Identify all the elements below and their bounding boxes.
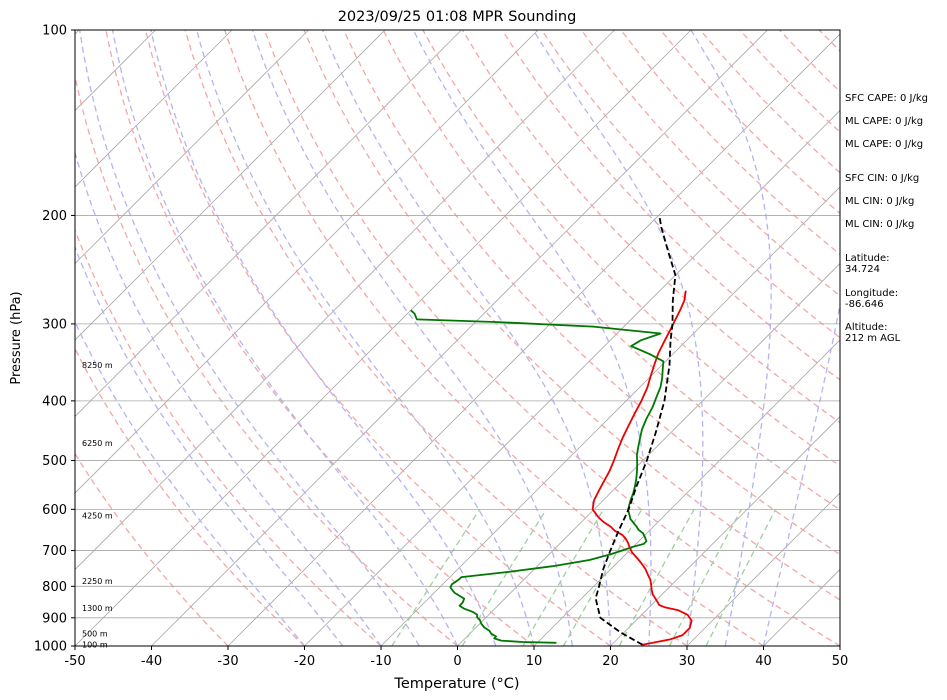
y-tick-label: 800 bbox=[42, 580, 67, 595]
isotherm-line bbox=[533, 339, 840, 646]
dry-adiabat-line bbox=[382, 30, 840, 511]
height-label: 8250 m bbox=[82, 361, 113, 370]
sfc-cape-label: SFC CAPE: 0 J/kg bbox=[845, 93, 928, 104]
dry-adiabat-line bbox=[422, 30, 840, 467]
dry-adiabat-line bbox=[75, 347, 305, 646]
y-tick-label: 400 bbox=[42, 394, 67, 409]
isotherm-line bbox=[380, 186, 840, 646]
mixing-ratio-line bbox=[705, 508, 777, 646]
isotherm-line bbox=[457, 262, 840, 646]
y-tick-label: 200 bbox=[42, 209, 67, 224]
dry-adiabat-line bbox=[303, 30, 840, 601]
y-tick-label: 300 bbox=[42, 317, 67, 332]
x-tick-label: -30 bbox=[217, 654, 238, 669]
x-tick-label: -20 bbox=[294, 654, 315, 669]
height-label: 500 m bbox=[82, 630, 108, 639]
y-tick-label: 1000 bbox=[34, 640, 67, 655]
latitude-label: Latitude: 34.724 bbox=[845, 253, 890, 275]
x-axis-label: Temperature (°C) bbox=[393, 676, 519, 692]
isotherm-line bbox=[75, 30, 462, 418]
ml-cin-label: ML CIN: 0 J/kg bbox=[845, 196, 915, 207]
dry-adiabat-line bbox=[75, 74, 458, 646]
y-tick-label: 100 bbox=[42, 24, 67, 39]
isotherm-line bbox=[75, 30, 692, 646]
x-tick-label: 0 bbox=[453, 654, 461, 669]
longitude-label: Longitude: -86.646 bbox=[845, 288, 899, 310]
dry-adiabat-line bbox=[343, 30, 840, 556]
moist-adiabat-line bbox=[111, 30, 459, 646]
y-tick-label: 900 bbox=[42, 611, 67, 626]
height-label: 2250 m bbox=[82, 577, 113, 586]
isotherm-line bbox=[151, 30, 768, 646]
chart-title: 2023/09/25 01:08 MPR Sounding bbox=[338, 9, 577, 25]
ml-cin-label-2: ML CIN: 0 J/kg bbox=[845, 219, 915, 230]
y-tick-label: 600 bbox=[42, 503, 67, 518]
moist-adiabat-line bbox=[412, 30, 652, 646]
dry-adiabat-line bbox=[580, 30, 840, 297]
x-tick-label: 50 bbox=[832, 654, 849, 669]
moist-adiabat-line bbox=[251, 30, 573, 646]
dewpoint-profile-line bbox=[410, 309, 665, 644]
moist-adiabat-line bbox=[75, 245, 344, 646]
x-tick-label: 10 bbox=[526, 654, 543, 669]
x-tick-label: -50 bbox=[64, 654, 85, 669]
moist-adiabat-line bbox=[195, 30, 535, 646]
dry-adiabat-line bbox=[105, 30, 535, 646]
dry-adiabat-line bbox=[184, 30, 688, 646]
dry-adiabat-line bbox=[263, 30, 840, 646]
isotherm-line bbox=[610, 415, 840, 646]
isotherm-line bbox=[227, 33, 840, 646]
mixing-ratio-line bbox=[618, 508, 695, 646]
x-tick-label: -10 bbox=[370, 654, 391, 669]
moist-adiabat-line bbox=[690, 30, 772, 646]
isotherm-line bbox=[686, 492, 840, 646]
mixing-ratio-line bbox=[461, 508, 547, 646]
isotherm-line bbox=[75, 30, 309, 265]
ml-cape-label-2: ML CAPE: 0 J/kg bbox=[845, 139, 924, 150]
y-tick-label: 500 bbox=[42, 454, 67, 469]
isotherm-line bbox=[75, 30, 539, 494]
mixing-ratio-line bbox=[668, 508, 742, 646]
x-tick-label: 30 bbox=[679, 654, 696, 669]
height-label: 100 m bbox=[82, 641, 108, 650]
moist-adiabat-line bbox=[532, 30, 704, 646]
moist-adiabat-line bbox=[150, 30, 497, 646]
moist-adiabat-line bbox=[75, 150, 382, 646]
height-label: 1300 m bbox=[82, 604, 113, 613]
sfc-cin-label: SFC CIN: 0 J/kg bbox=[845, 173, 920, 184]
x-tick-label: -40 bbox=[141, 654, 162, 669]
temperature-profile-line bbox=[591, 290, 693, 646]
height-label: 4250 m bbox=[82, 512, 113, 521]
parcel-profile-line bbox=[594, 215, 677, 646]
moist-adiabat-line bbox=[322, 30, 612, 646]
moist-adiabat-line bbox=[79, 30, 420, 646]
altitude-label: Altitude: 212 m AGL bbox=[845, 322, 901, 344]
ml-cape-label: ML CAPE: 0 J/kg bbox=[845, 116, 924, 127]
height-label: 6250 m bbox=[82, 439, 113, 448]
isotherm-line bbox=[304, 109, 840, 646]
y-axis-label: Pressure (hPa) bbox=[9, 291, 24, 384]
x-tick-label: 20 bbox=[602, 654, 619, 669]
y-tick-label: 700 bbox=[42, 544, 67, 559]
isotherm-line bbox=[75, 30, 386, 341]
x-tick-label: 40 bbox=[755, 654, 772, 669]
dry-adiabat-line bbox=[75, 228, 382, 646]
moist-adiabat-line bbox=[762, 301, 840, 646]
dry-adiabat-line bbox=[144, 30, 611, 646]
isotherm-line bbox=[75, 30, 615, 571]
mixing-ratio-line bbox=[522, 508, 605, 646]
isotherm-line bbox=[75, 30, 233, 188]
